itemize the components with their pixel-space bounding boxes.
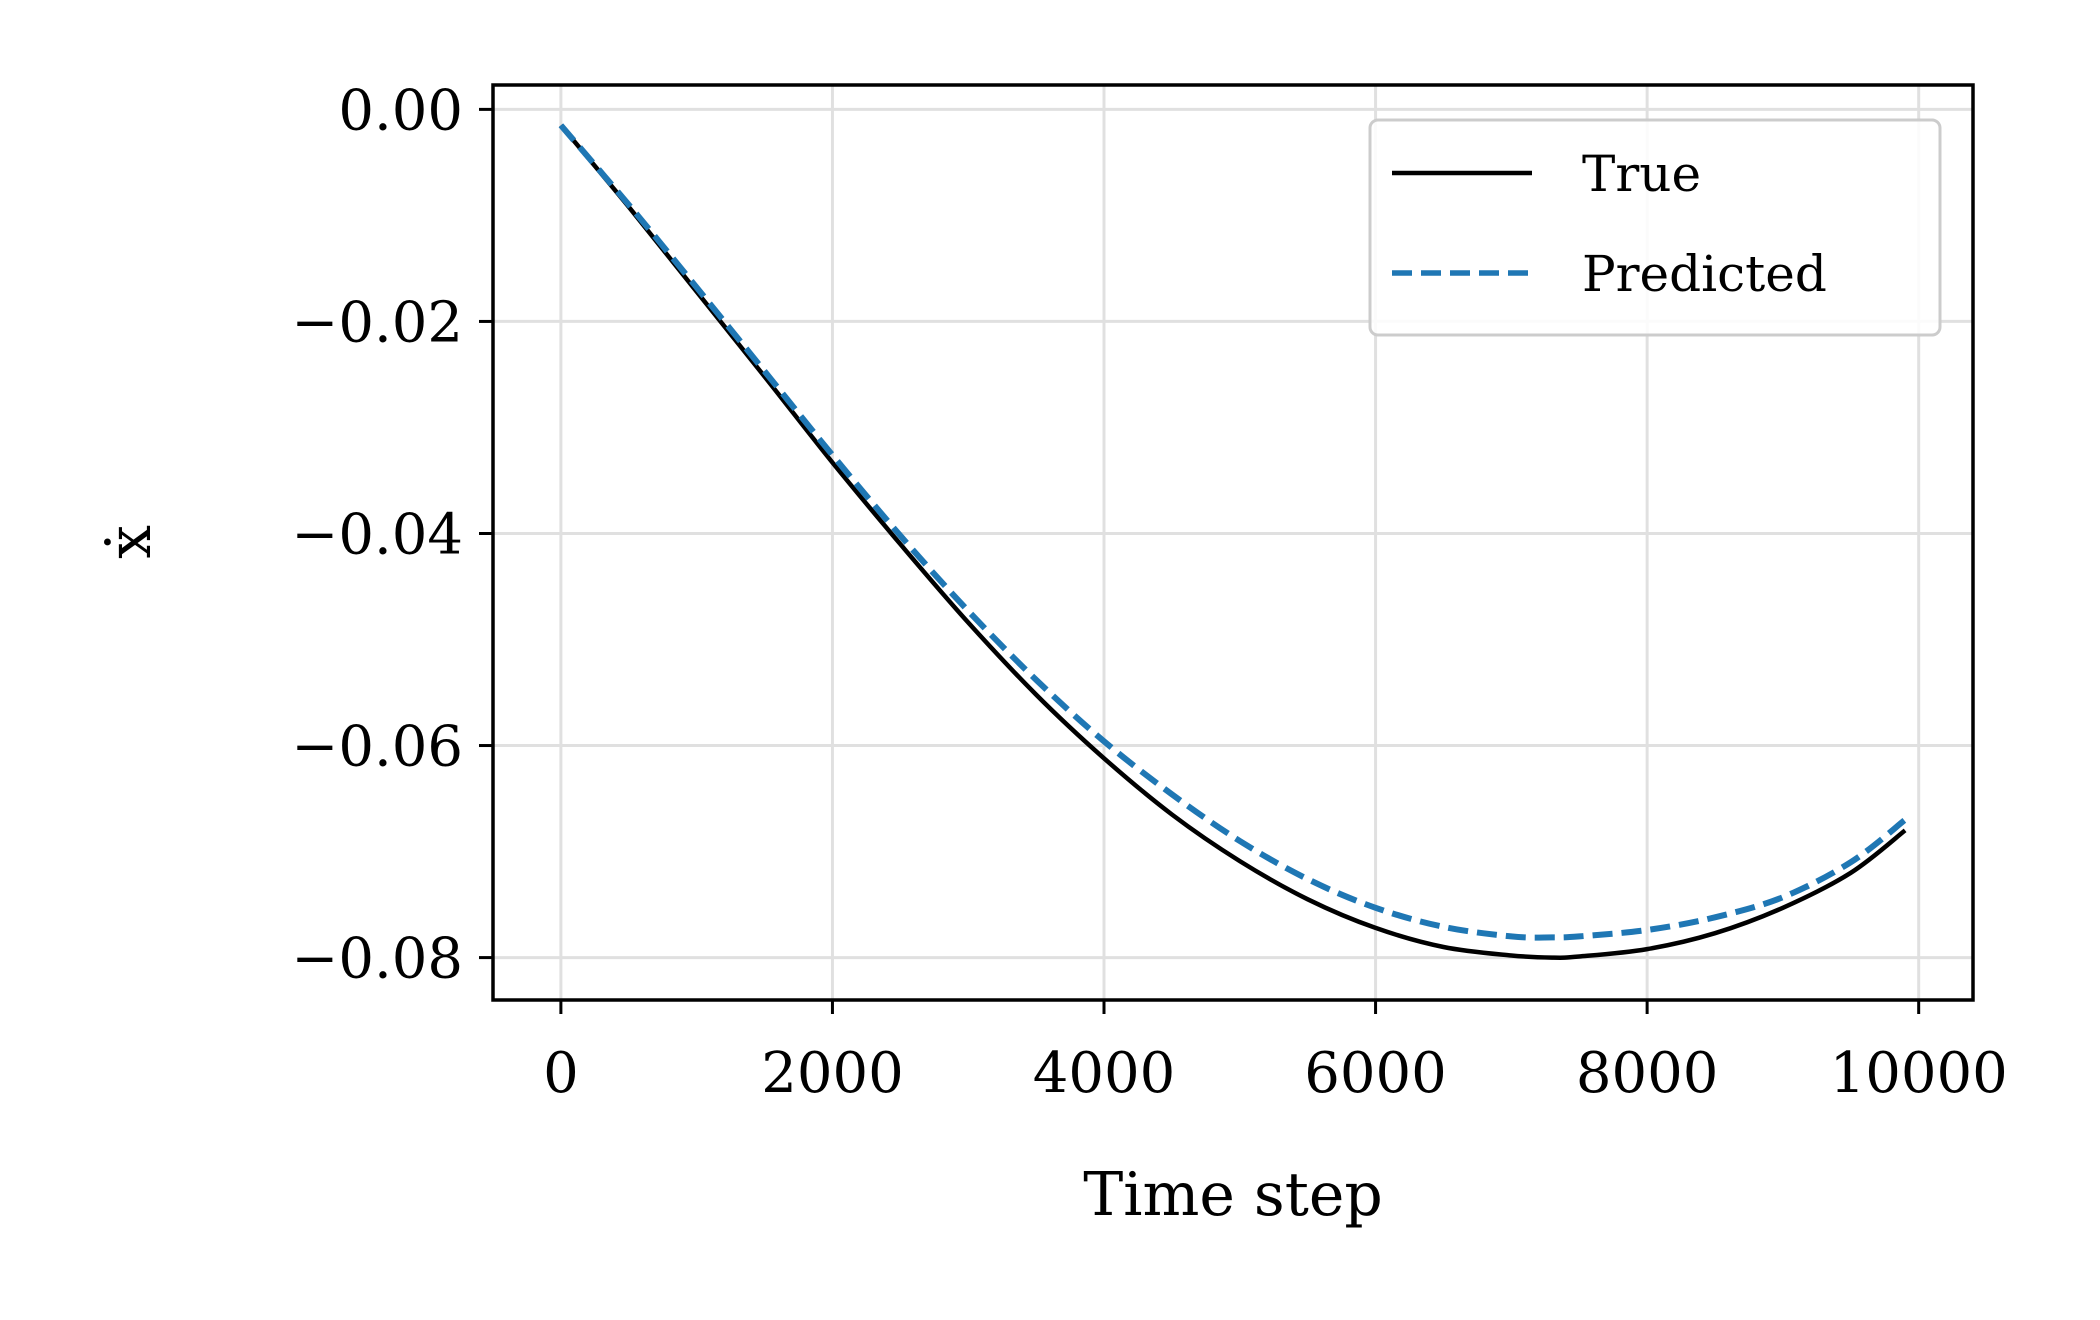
- y-tick-label: 0.00: [338, 78, 463, 143]
- series-line-true: [559, 123, 1907, 960]
- series-layer: [558, 123, 1907, 960]
- x-tick-label: 10000: [1830, 1041, 2008, 1106]
- legend-label-true: True: [1582, 145, 1701, 203]
- x-tick-label: 0: [543, 1041, 579, 1106]
- legend-label-predicted: Predicted: [1582, 245, 1827, 303]
- plot-frame: [491, 83, 1975, 1002]
- x-tick-label: 6000: [1304, 1041, 1447, 1106]
- legend: True Predicted: [1368, 118, 1942, 337]
- grid: [493, 85, 1973, 1000]
- y-tick-label: −0.08: [291, 927, 463, 992]
- x-tick-label: 8000: [1576, 1041, 1719, 1106]
- series-line-predicted: [558, 123, 1907, 941]
- y-axis-label: ẋ: [95, 525, 165, 559]
- x-tick-label: 4000: [1033, 1041, 1176, 1106]
- axes: 0 2000 4000 6000 8000 10000 0.00 −0.02 −0.04 −0.0…: [291, 78, 2007, 1106]
- y-tick-label: −0.02: [291, 290, 463, 355]
- x-tick-label: 2000: [761, 1041, 904, 1106]
- x-axis-label: Time step: [1083, 1160, 1383, 1230]
- y-tick-label: −0.06: [291, 715, 463, 780]
- y-tick-label: −0.04: [291, 502, 463, 567]
